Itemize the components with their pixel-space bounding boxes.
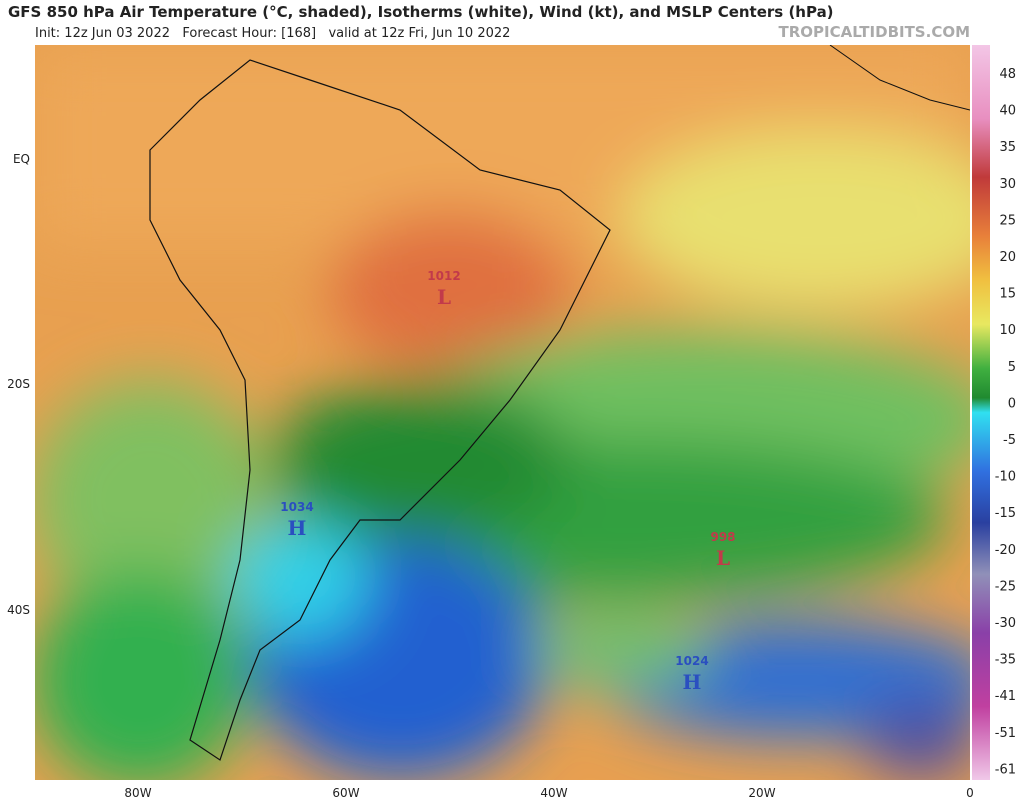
site-name: TROPICALTIDBITS.COM <box>779 23 971 41</box>
lat-label: 20S <box>7 377 30 391</box>
colorbar-label: -15 <box>995 506 1016 521</box>
colorbar-label: -10 <box>995 470 1016 485</box>
colorbar-label: -35 <box>995 653 1016 668</box>
colorbar-label: -5 <box>1003 433 1016 448</box>
pressure-center: H <box>288 516 307 540</box>
lon-label: 60W <box>332 786 359 800</box>
lat-label: 40S <box>7 603 30 617</box>
pressure-center: H <box>683 670 702 694</box>
colorbar-label: 35 <box>999 140 1016 155</box>
pressure-value: 1034 <box>280 500 313 514</box>
colorbar-label: 10 <box>999 323 1016 338</box>
pressure-value: 998 <box>710 530 735 544</box>
colorbar-label: 20 <box>999 250 1016 265</box>
colorbar-label: 25 <box>999 213 1016 228</box>
colorbar-label: -41 <box>995 689 1016 704</box>
pressure-value: 1024 <box>675 654 708 668</box>
pressure-value: 1012 <box>427 269 460 283</box>
colorbar-label: -61 <box>995 762 1016 777</box>
lon-label: 20W <box>748 786 775 800</box>
temperature-field <box>35 45 970 780</box>
lon-label: 40W <box>540 786 567 800</box>
colorbar-label: -51 <box>995 726 1016 741</box>
subtitle: Init: 12z Jun 03 2022 Forecast Hour: [16… <box>35 26 510 41</box>
colorbar-label: 30 <box>999 177 1016 192</box>
colorbar-label: 5 <box>1008 360 1016 375</box>
colorbar-label: 48 <box>999 67 1016 82</box>
lat-label: EQ <box>13 152 30 166</box>
colorbar-label: 0 <box>1008 396 1016 411</box>
pressure-center: L <box>716 546 730 570</box>
colorbar <box>972 45 990 780</box>
colorbar-label: 40 <box>999 104 1016 119</box>
lon-label: 80W <box>124 786 151 800</box>
colorbar-label: -30 <box>995 616 1016 631</box>
colorbar-label: 15 <box>999 287 1016 302</box>
colorbar-label: -25 <box>995 579 1016 594</box>
title: GFS 850 hPa Air Temperature (°C, shaded)… <box>8 3 834 21</box>
lon-label: 0 <box>966 786 974 800</box>
colorbar-label: -20 <box>995 543 1016 558</box>
pressure-center: L <box>437 285 451 309</box>
